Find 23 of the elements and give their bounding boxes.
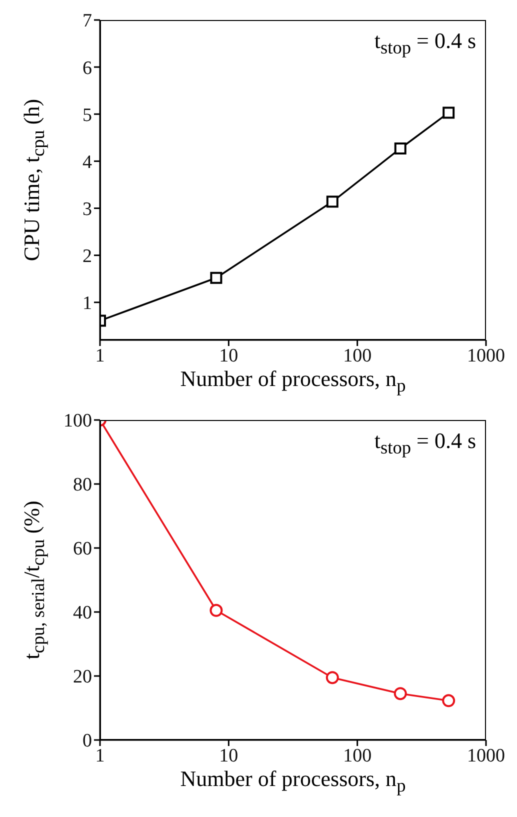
annotation: t$_{stop}$ = 0.4 s — [374, 428, 476, 458]
x-axis-title: Number of processors, n$_{p}$ — [179, 766, 407, 796]
y-tick-label: 2 — [82, 246, 92, 268]
y-tick-label: 6 — [82, 58, 92, 79]
y-tick-label: 1 — [82, 293, 92, 314]
x-tick-label: 100 — [343, 345, 372, 366]
x-tick-label: 10 — [219, 745, 238, 766]
annotation: t$_{stop}$ = 0.4 s — [374, 28, 476, 58]
x-tick-label: 1000 — [467, 745, 505, 766]
y-tick-label: 100 — [64, 410, 92, 432]
y-tick-label: 4 — [82, 152, 92, 173]
y-tick-label: 20 — [73, 666, 92, 688]
x-axis-title: Number of processors, n$_{p}$ — [179, 366, 407, 396]
x-tick-label: 1000 — [467, 345, 505, 366]
x-tick-label: 100 — [343, 745, 372, 766]
y-tick-label: 80 — [73, 474, 92, 496]
y-tick-label: 40 — [73, 602, 92, 624]
y-tick-label: 3 — [82, 198, 92, 220]
y-tick-label: 7 — [82, 10, 92, 32]
y-tick-label: 0 — [82, 730, 92, 752]
y-tick-label: 5 — [82, 104, 92, 126]
x-tick-label: 10 — [219, 345, 238, 366]
y-tick-label: 60 — [73, 538, 92, 560]
